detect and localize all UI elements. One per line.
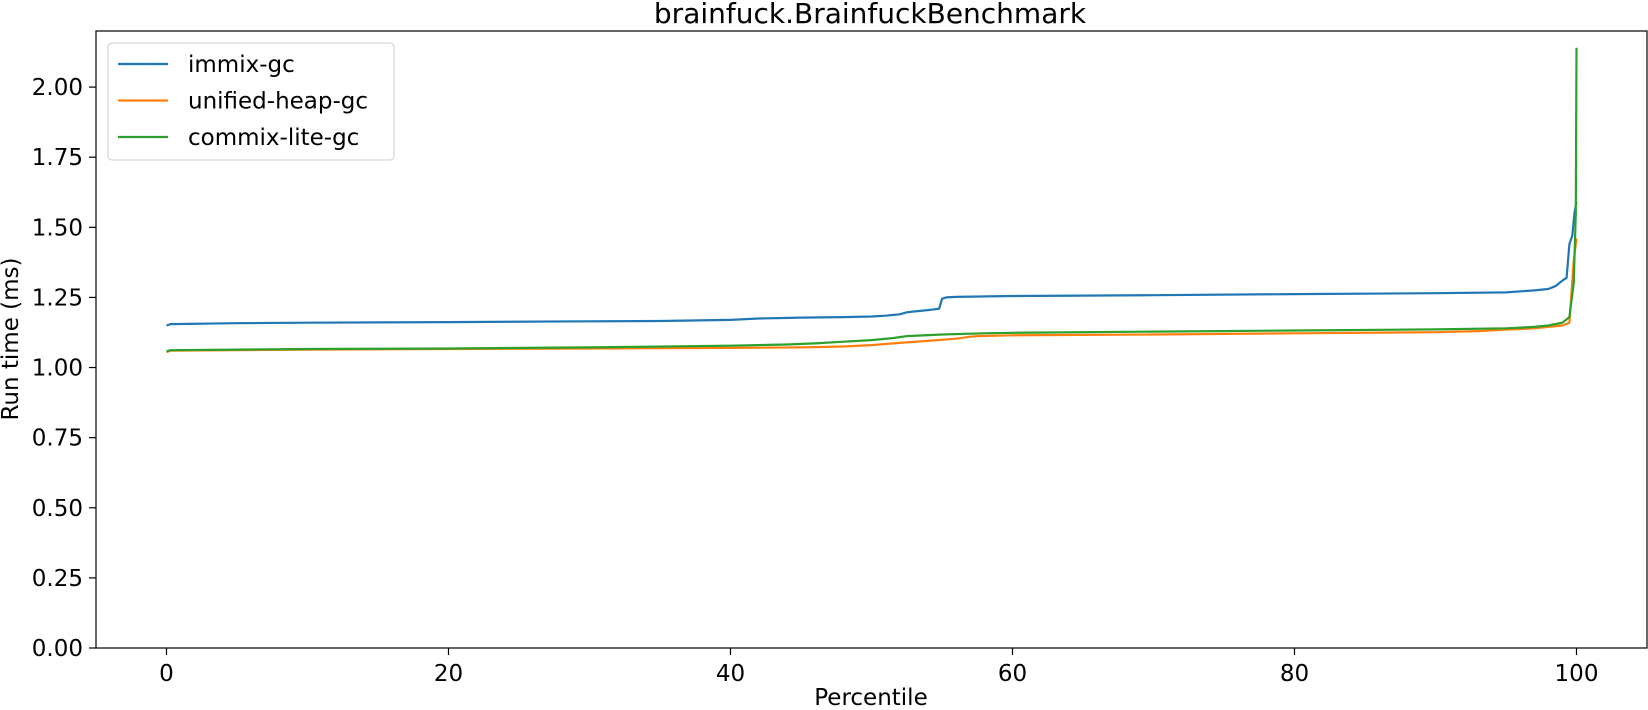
- y-tick-label: 0.00: [32, 636, 83, 662]
- legend-label-immix-gc: immix-gc: [188, 52, 295, 78]
- plot-frame: [95, 30, 1648, 649]
- y-tick-label: 1.00: [32, 356, 83, 382]
- y-tick-label: 1.50: [32, 215, 83, 241]
- chart-title: brainfuck.BrainfuckBenchmark: [654, 0, 1087, 30]
- x-tick-label: 100: [1555, 661, 1599, 687]
- plot-lines: [166, 47, 1578, 354]
- legend-label-unified-heap-gc: unified-heap-gc: [188, 89, 368, 115]
- series-line-commix-lite-gc: [166, 47, 1578, 353]
- y-axis: 0.00 0.25 0.50 0.75 1.00 1.25 1.50 1.75 2.00: [32, 75, 96, 662]
- y-tick-label: 2.00: [32, 75, 83, 101]
- series-line-unified-heap-gc: [166, 238, 1578, 354]
- x-axis-label: Percentile: [814, 685, 927, 710]
- x-tick-label: 20: [434, 661, 463, 687]
- y-tick-label: 1.75: [32, 145, 83, 171]
- x-axis: 0 20 40 60 80 100: [159, 648, 1598, 687]
- x-tick-label: 0: [159, 661, 174, 687]
- y-tick-label: 1.25: [32, 285, 83, 311]
- y-tick-label: 0.75: [32, 426, 83, 452]
- y-tick-label: 0.25: [32, 566, 83, 592]
- legend-box: [107, 42, 395, 161]
- x-tick-label: 40: [716, 661, 745, 687]
- y-tick-label: 0.50: [32, 496, 83, 522]
- legend-label-commix-lite-gc: commix-lite-gc: [188, 125, 359, 151]
- legend: immix-gc unified-heap-gc commix-lite-gc: [107, 42, 395, 161]
- y-axis-label: Run time (ms): [0, 257, 24, 420]
- x-tick-label: 80: [1280, 661, 1309, 687]
- x-tick-label: 60: [998, 661, 1027, 687]
- series-line-immix-gc: [166, 201, 1578, 327]
